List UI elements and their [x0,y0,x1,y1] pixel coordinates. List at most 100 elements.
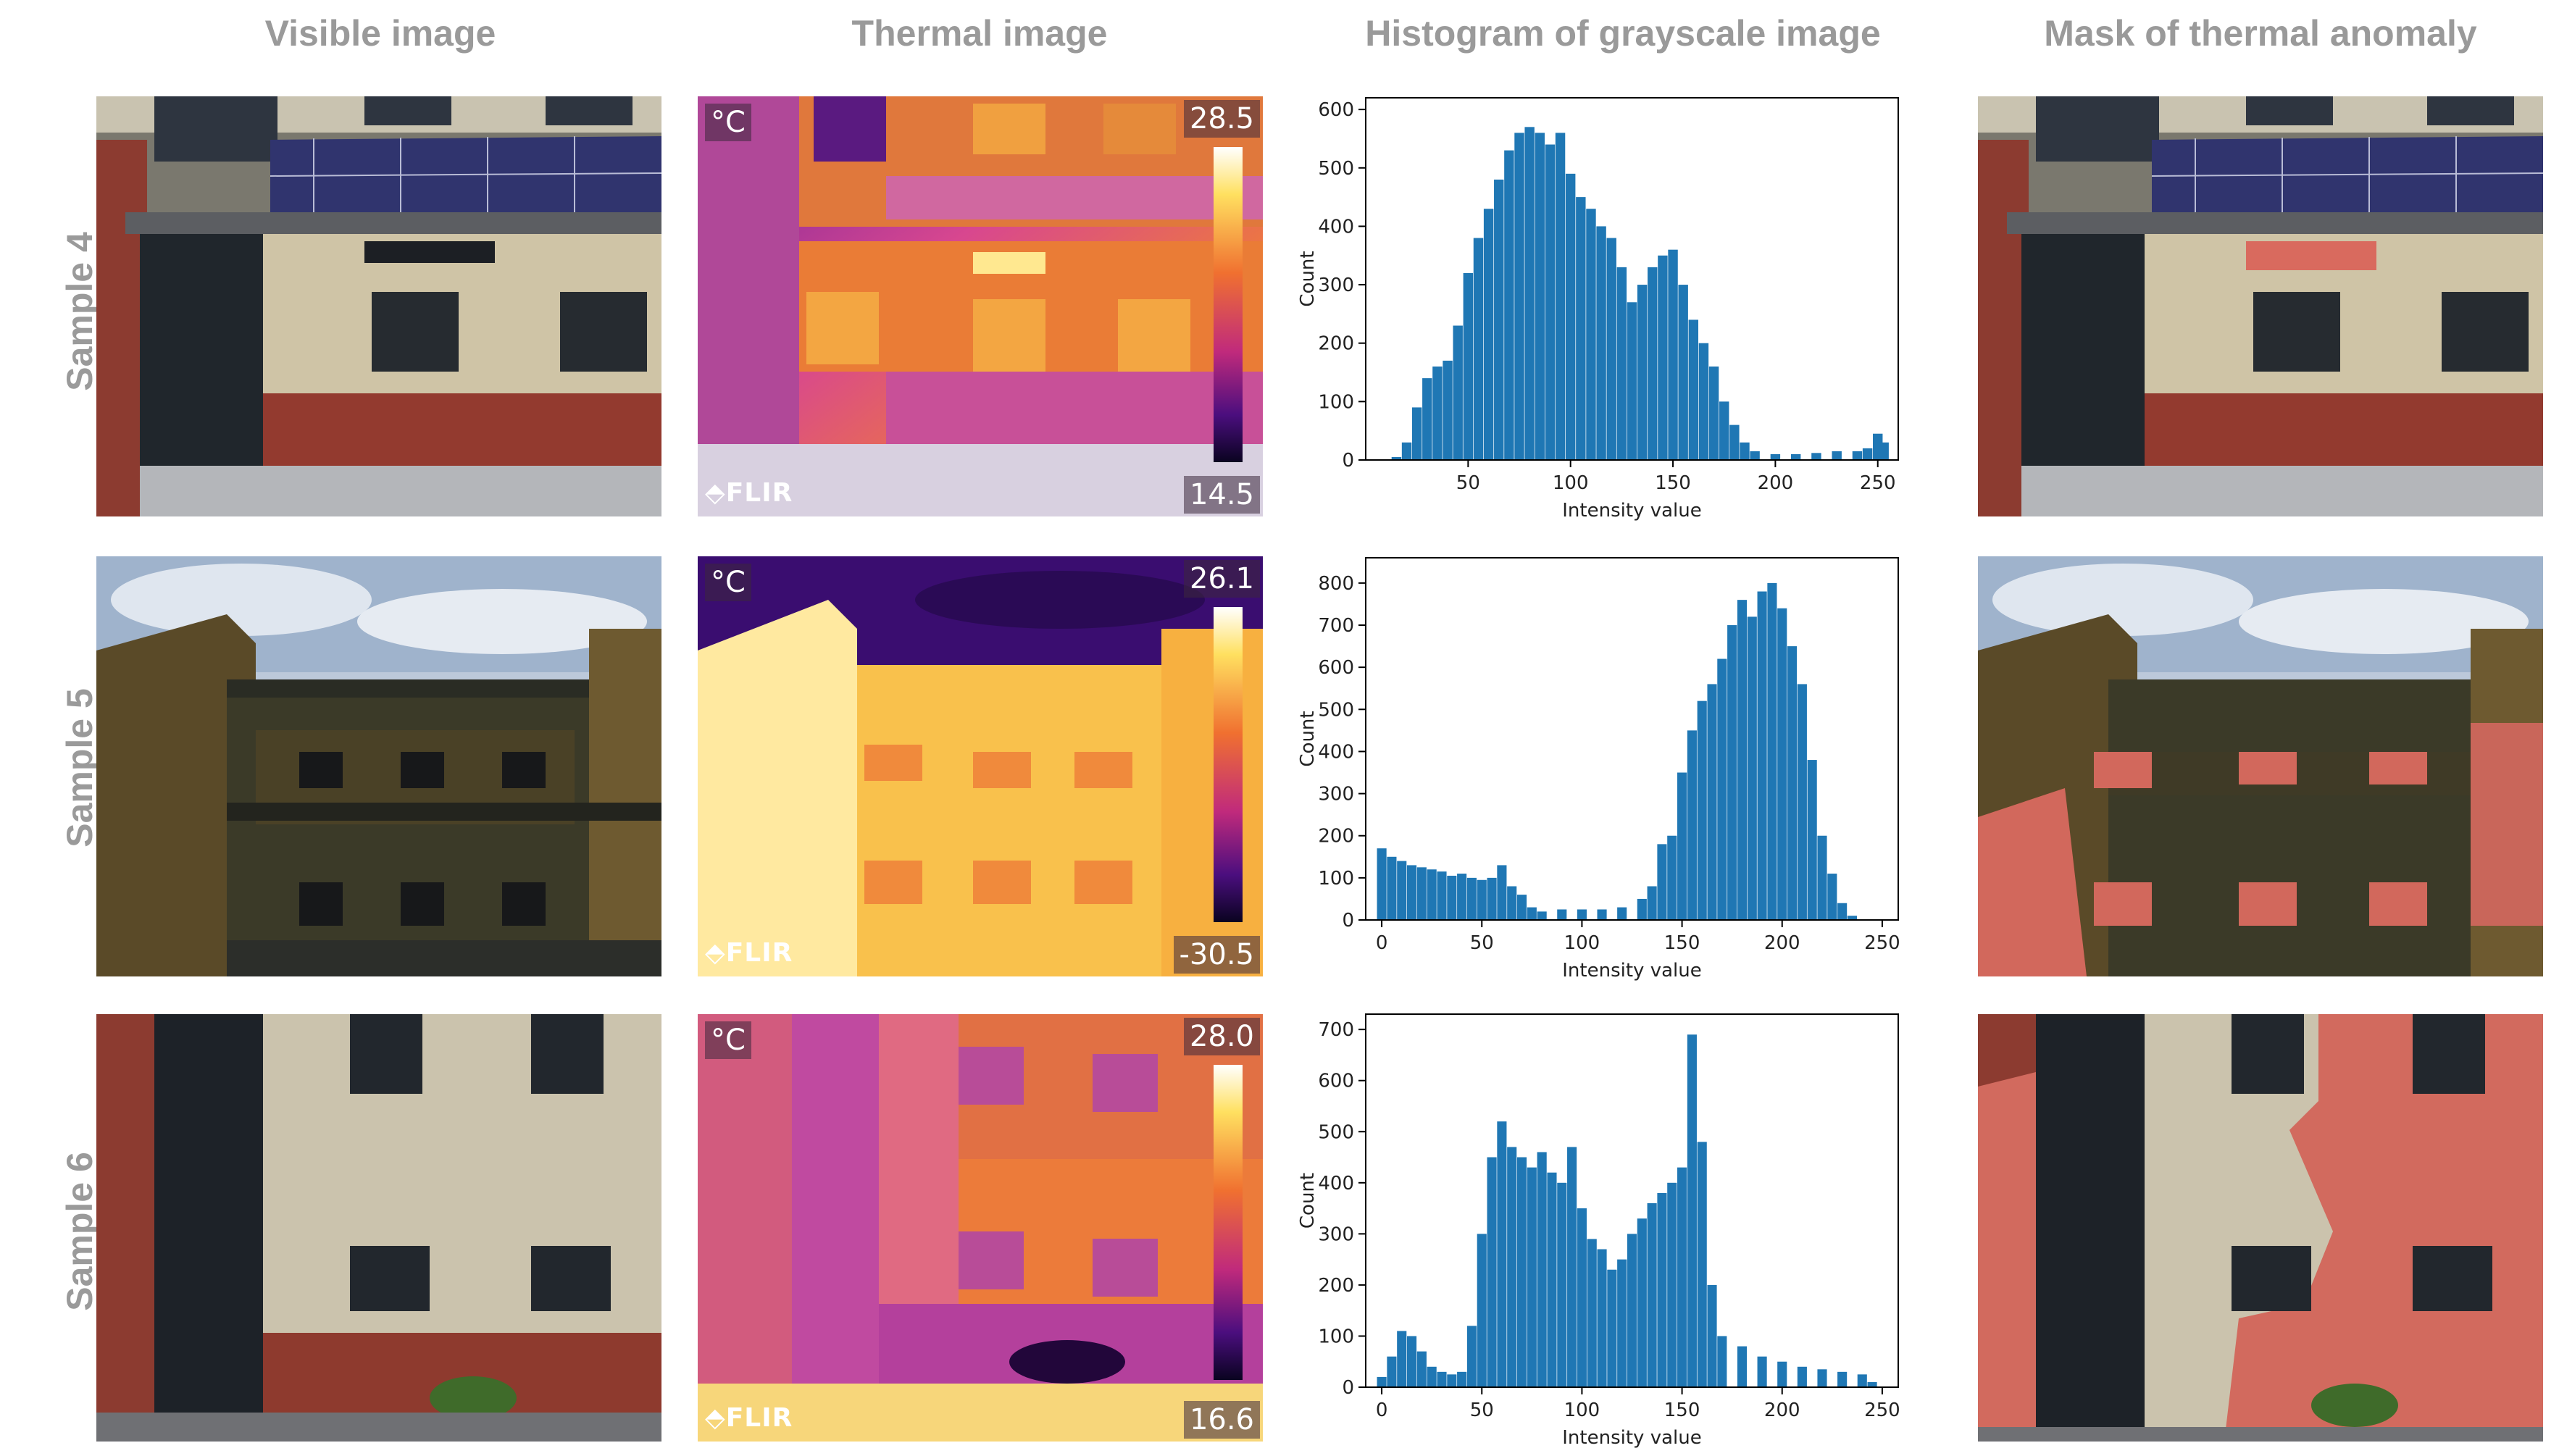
mask-image-sample-4 [1978,96,2543,516]
histogram-bar [1427,869,1437,920]
histogram-bar [1596,226,1606,460]
histogram-bar [1524,127,1535,461]
histogram-bar [1557,909,1567,920]
y-tick-label: 0 [1342,450,1354,472]
histogram-bar [1527,907,1537,920]
histogram-bar [1727,625,1737,920]
x-tick-label: 50 [1470,1399,1494,1421]
y-tick-label: 700 [1318,1019,1354,1041]
x-tick-label: 100 [1553,472,1589,494]
thermal-max-label: 28.0 [1183,1018,1260,1055]
histogram-bar [1717,658,1727,920]
histogram-bar [1637,898,1647,920]
histogram-bar [1648,267,1658,460]
histogram-bar [1443,360,1453,460]
y-tick-label: 300 [1318,1223,1354,1245]
histogram-bar [1787,646,1798,920]
histogram-bar [1827,874,1837,920]
histogram-bar [1717,1336,1727,1387]
histogram-sample-4: 50 100 150 200 250 0 100 200 300 400 500 600 Intensi… [1286,87,1949,522]
x-tick-label: 50 [1470,932,1494,954]
histogram-bar [1647,1203,1657,1387]
visible-image-sample-5 [96,556,661,976]
histogram-bar [1637,285,1648,460]
histogram-bar [1606,238,1616,460]
thermal-min-label: 16.6 [1183,1401,1260,1439]
anomaly-region [1978,788,2087,976]
histogram-bar [1507,1147,1517,1387]
histogram-bar [1657,1192,1667,1387]
y-tick-label: 600 [1318,657,1354,679]
histogram-bar [1852,451,1863,460]
histogram-bar [1627,302,1637,460]
histogram-bar [1577,909,1587,920]
thermal-unit-label: °C [705,104,751,141]
histogram-bar [1677,1167,1687,1387]
x-axis-label: Intensity value [1562,500,1701,522]
flir-logo-icon: ⬘ [705,478,726,508]
y-tick-label: 200 [1318,333,1354,355]
histogram-bar [1487,1157,1497,1387]
thermal-min-label: 14.5 [1183,476,1260,514]
histogram-bar [1797,1366,1807,1387]
thermal-unit-label: °C [705,564,751,601]
y-axis-label: Count [1297,251,1319,306]
y-tick-label: 400 [1318,741,1354,763]
histogram-bar [1867,1381,1877,1387]
histogram-bar [1497,865,1507,920]
histogram-bar [1770,453,1781,460]
thermal-image-sample-6: °C 28.0 16.6 ⬘FLIR [698,1014,1263,1442]
histogram-bar [1497,1121,1507,1387]
y-axis-label: Count [1297,711,1319,766]
y-tick-label: 600 [1318,99,1354,121]
histogram-bar [1377,1376,1387,1387]
x-tick-label: 250 [1860,472,1896,494]
y-tick-label: 100 [1318,1326,1354,1347]
histogram-bar [1627,1234,1637,1387]
histogram-bar [1557,1182,1567,1387]
histogram-bar [1487,877,1497,920]
x-tick-label: 0 [1376,1399,1388,1421]
histogram-bar [1678,285,1688,460]
y-tick-label: 500 [1318,1121,1354,1143]
plot-frame [1365,1013,1899,1388]
column-header-visible: Visible image [264,13,496,54]
histogram-bar [1707,1284,1717,1387]
y-tick-label: 600 [1318,1071,1354,1092]
mask-image-sample-6 [1978,1014,2543,1442]
flir-logo: ⬘FLIR [705,1403,793,1433]
flir-logo-icon: ⬘ [705,1403,726,1433]
histogram-bar [1832,451,1842,460]
row-label-sample-6: Sample 6 [59,1152,100,1311]
histogram-bar [1607,1269,1617,1387]
histogram-bar [1457,874,1467,920]
histogram-bar [1504,150,1514,461]
histogram-bar [1616,267,1627,460]
histogram-bar [1747,616,1757,920]
histogram-bar [1777,608,1787,920]
histogram-bar [1577,1208,1587,1387]
x-tick-label: 0 [1376,932,1388,954]
column-header-mask: Mask of thermal anomaly [2044,13,2477,54]
histogram-bar [1757,1356,1767,1387]
histogram-bar [1737,1346,1748,1387]
thermal-image-sample-5: °C 26.1 -30.5 ⬘FLIR [698,556,1263,976]
histogram-bar [1537,1152,1547,1387]
thermal-unit-label: °C [705,1021,751,1059]
y-tick-label: 200 [1318,1275,1354,1297]
histogram-bar [1617,907,1627,920]
x-tick-label: 200 [1764,1399,1800,1421]
histogram-bar [1697,700,1707,920]
histogram-bar [1447,1374,1457,1387]
histogram-bar [1547,1172,1557,1387]
histogram-bar [1565,173,1576,460]
histogram-bar [1857,1374,1867,1387]
histogram-bar [1406,1336,1417,1387]
histogram-chart: 0 50 100 150 200 250 0 100 200 300 400 500 600 700 800… [1297,557,1900,982]
histogram-bar [1687,1034,1697,1387]
histogram-bar [1537,911,1547,920]
x-tick-label: 150 [1655,472,1691,494]
histogram-bar [1427,1366,1437,1387]
histogram-bar [1387,856,1397,920]
thermal-max-label: 28.5 [1183,100,1260,138]
